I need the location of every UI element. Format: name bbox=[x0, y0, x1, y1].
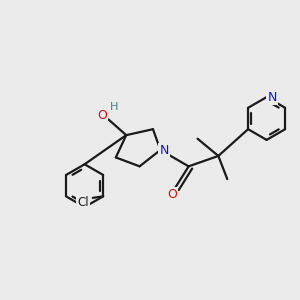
Text: O: O bbox=[98, 109, 107, 122]
Text: H: H bbox=[110, 103, 118, 112]
Text: N: N bbox=[267, 91, 277, 103]
Text: N: N bbox=[159, 143, 169, 157]
Text: O: O bbox=[167, 188, 177, 201]
Text: Cl: Cl bbox=[77, 196, 89, 209]
